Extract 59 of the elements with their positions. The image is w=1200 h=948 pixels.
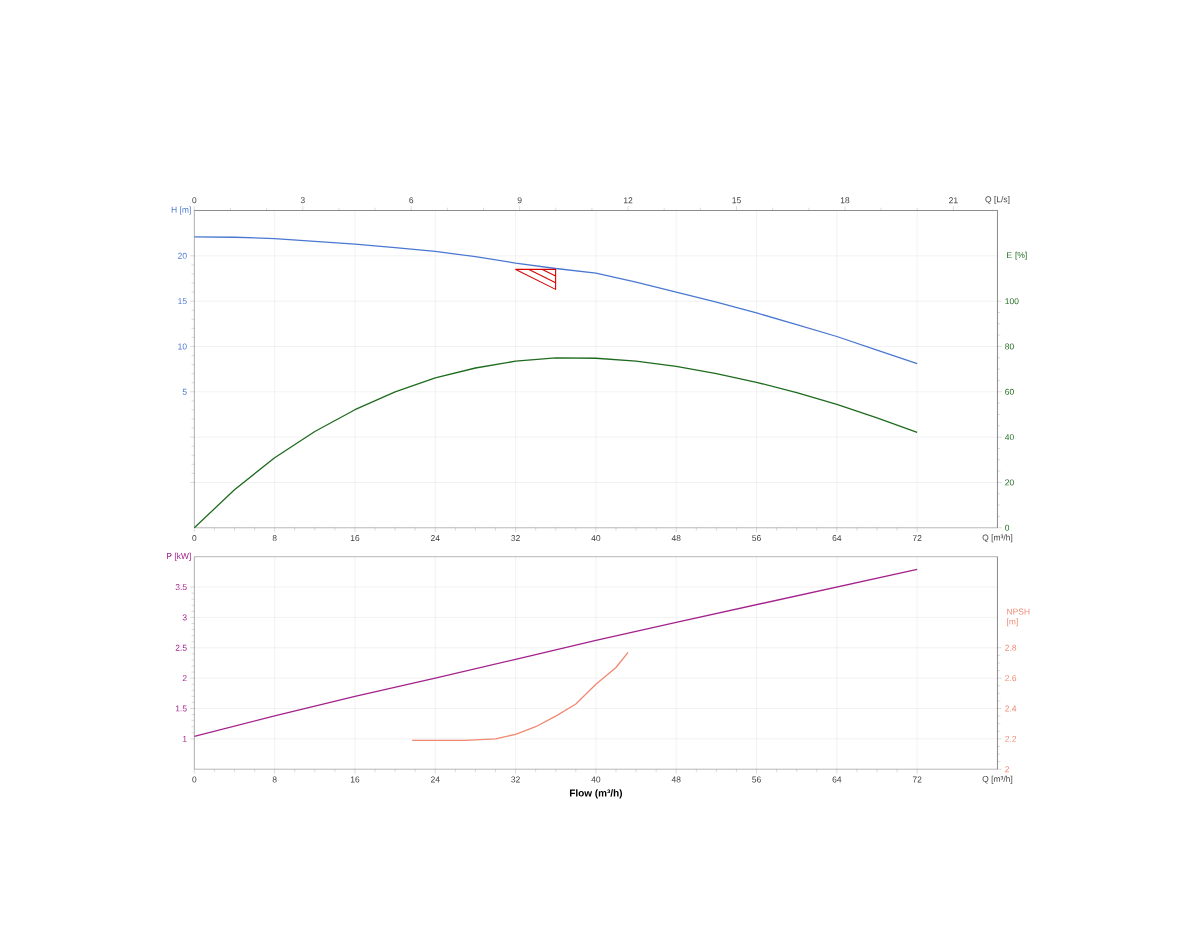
x-tick-label: 0	[192, 535, 197, 542]
x-tick-label: 72	[912, 535, 922, 542]
y2-tick-label: 100	[1005, 298, 1019, 305]
x2-tick-label: 6	[409, 197, 414, 204]
x-tick-label: 16	[350, 776, 360, 783]
y2-tick-label: 40	[1004, 434, 1014, 441]
x2-tick-label: 3	[300, 197, 305, 204]
x-axis-title: Q [m³/h]	[982, 775, 1013, 784]
x-tick-label: 24	[430, 776, 440, 783]
y-tick-label: 20	[178, 252, 187, 259]
x-tick-label: 72	[912, 776, 922, 783]
y-tick-label: 1	[182, 736, 187, 742]
x2-tick-label: 0	[192, 197, 197, 204]
x-tick-label: 40	[591, 776, 601, 783]
x2-tick-label: 18	[840, 197, 850, 204]
x2-axis-title: Q [L/s]	[985, 196, 1010, 205]
x2-tick-label: 12	[624, 197, 633, 204]
y2-axis-title: NPSH [m]	[1007, 608, 1030, 627]
x-tick-label: 16	[350, 535, 360, 542]
x-tick-label: 56	[752, 776, 761, 783]
y-axis-title: H [m]	[171, 206, 191, 215]
x-tick-label: 64	[832, 535, 842, 542]
x-tick-label: 32	[511, 776, 520, 783]
x-axis-title: Q [m³/h]	[982, 534, 1013, 543]
y-tick-label: 1.5	[175, 705, 187, 712]
x2-tick-label: 21	[949, 197, 958, 204]
x2-tick-label: 15	[732, 197, 741, 204]
y-tick-label: 3.5	[175, 584, 187, 591]
y2-tick-label: 60	[1005, 388, 1014, 395]
x-tick-label: 24	[430, 535, 440, 542]
y2-tick-label: 80	[1005, 343, 1014, 350]
x-tick-label: 56	[752, 535, 761, 542]
x-tick-label: 0	[192, 776, 197, 783]
x2-tick-label: 9	[517, 197, 522, 204]
y2-tick-label: 0	[1005, 524, 1010, 531]
x-tick-label: 8	[272, 776, 277, 783]
line-series	[193, 357, 918, 529]
y2-tick-label: 2.8	[1005, 644, 1017, 651]
x-tick-label: 8	[272, 535, 277, 542]
x-tick-label: 40	[591, 535, 601, 542]
y2-tick-label: 2.4	[1005, 705, 1017, 712]
x-tick-label: 48	[671, 776, 681, 783]
y2-tick-label: 2.6	[1005, 675, 1017, 682]
x-tick-label: 64	[832, 776, 842, 783]
text: Flow (m³/h)	[569, 789, 623, 799]
y-tick-label: 10	[178, 343, 187, 350]
y2-tick-label: 2.2	[1005, 735, 1017, 742]
x-tick-label: 32	[511, 535, 520, 542]
y-axis-title: P [kW]	[167, 552, 191, 561]
x-tick-label: 48	[671, 535, 681, 542]
y-tick-label: 15	[178, 298, 187, 305]
y2-axis-title: E [%]	[1007, 251, 1027, 260]
y-tick-label: 2	[182, 675, 187, 682]
y2-tick-label: 2	[1005, 766, 1010, 773]
line-series	[193, 236, 918, 365]
y-tick-label: 2.5	[175, 644, 187, 651]
y2-tick-label: 20	[1005, 479, 1014, 486]
y-tick-label: 3	[182, 614, 187, 621]
y-tick-label: 5	[182, 388, 187, 395]
